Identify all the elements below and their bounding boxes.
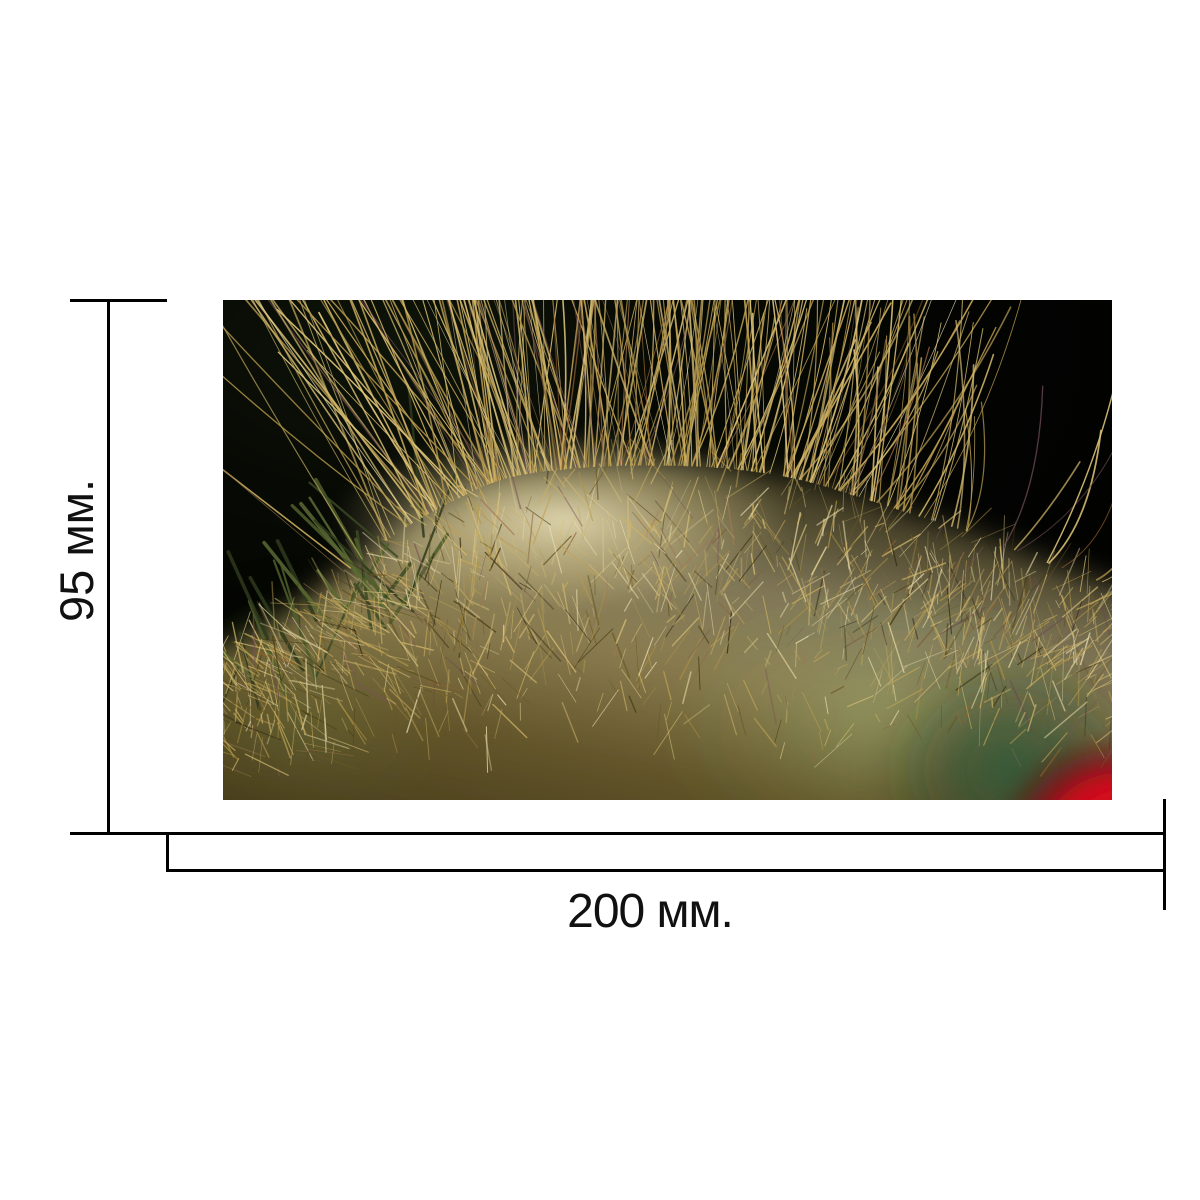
svg-text:95 мм.: 95 мм. [50, 479, 103, 622]
